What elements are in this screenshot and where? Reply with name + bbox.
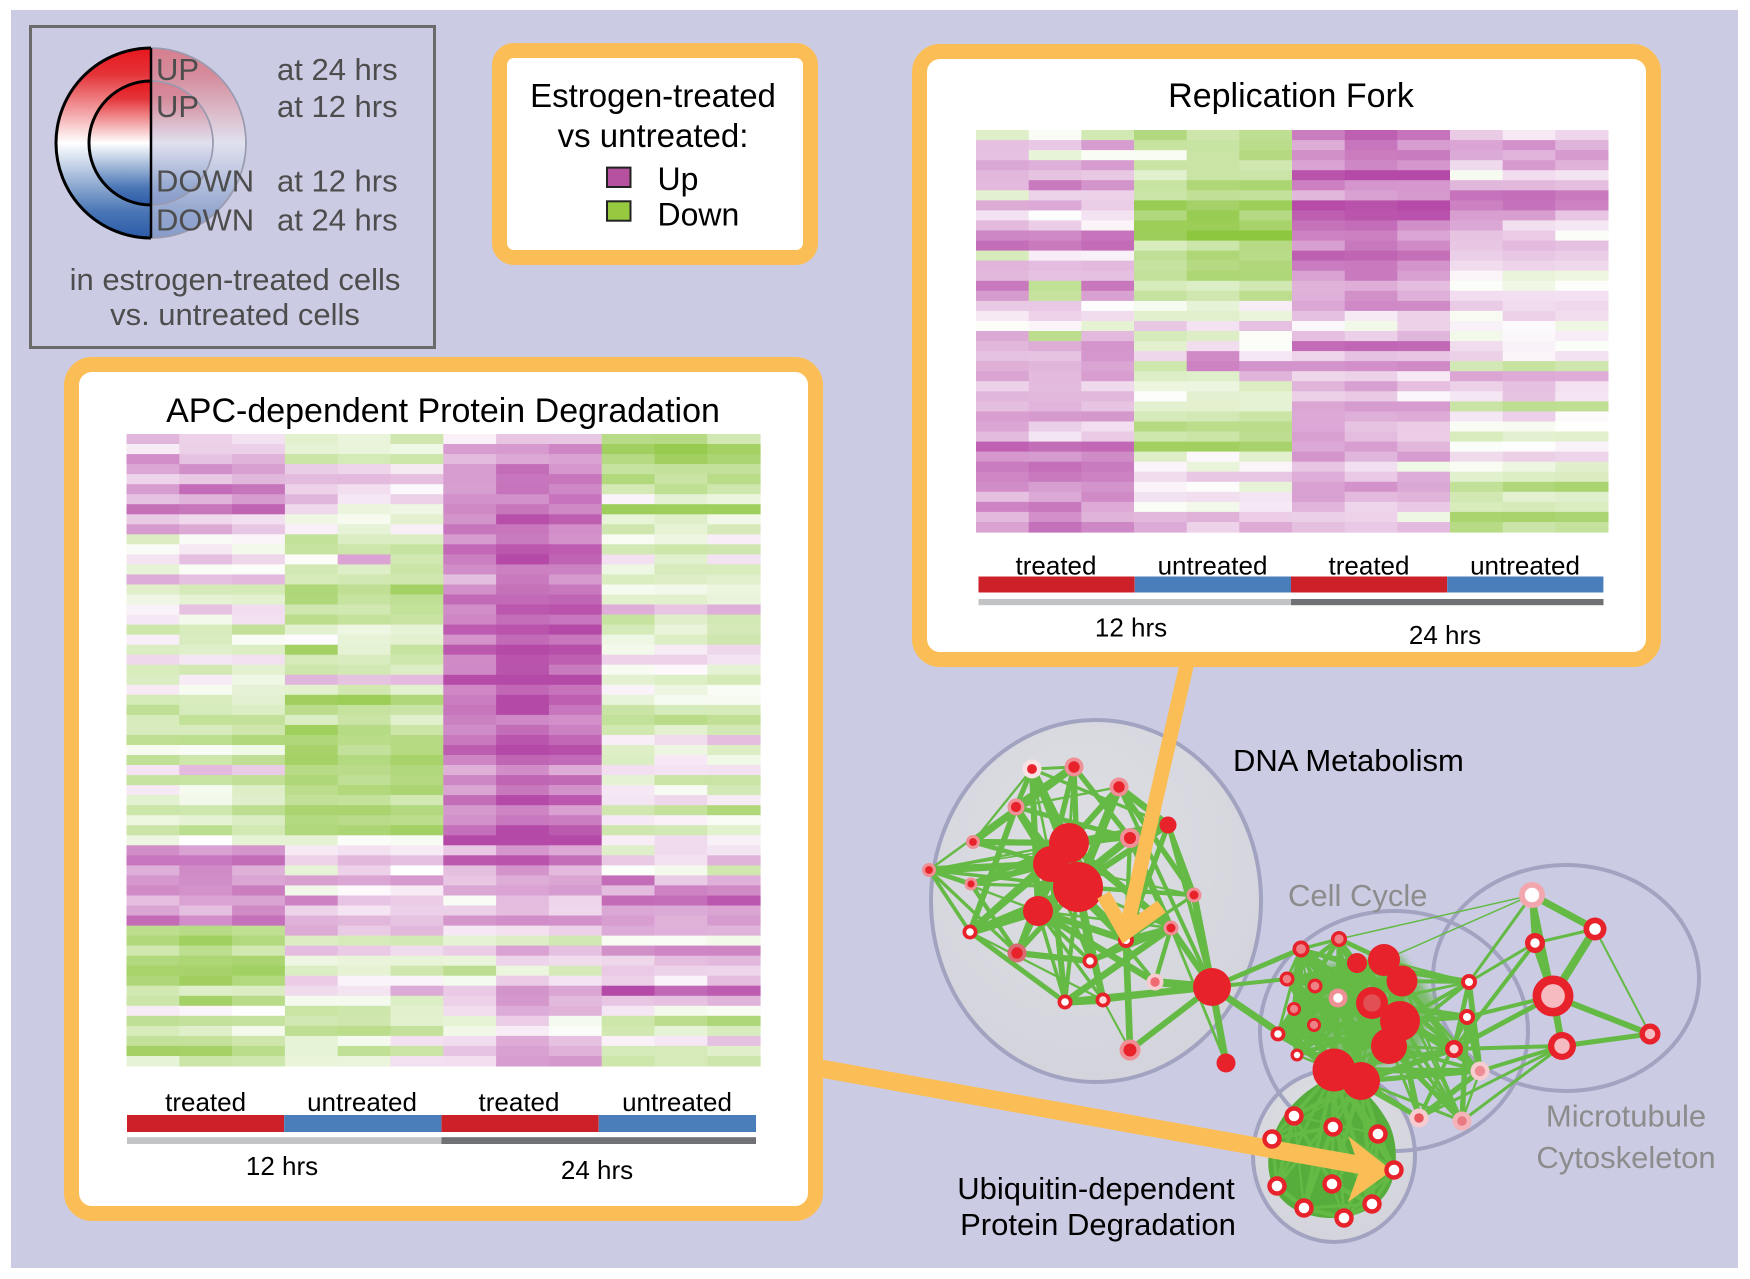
svg-text:treated: treated [1016, 551, 1097, 581]
svg-text:Estrogen-treated: Estrogen-treated [530, 77, 776, 114]
svg-text:vs untreated:: vs untreated: [558, 117, 749, 154]
svg-text:treated: treated [479, 1087, 560, 1117]
svg-text:APC-dependent Protein Degradat: APC-dependent Protein Degradation [166, 392, 720, 430]
svg-text:DNA Metabolism: DNA Metabolism [1233, 743, 1464, 778]
svg-text:UP: UP [156, 52, 199, 87]
svg-text:untreated: untreated [307, 1087, 417, 1117]
svg-text:untreated: untreated [1158, 551, 1268, 581]
svg-text:Cell Cycle: Cell Cycle [1288, 878, 1428, 913]
svg-text:Cytoskeleton: Cytoskeleton [1536, 1140, 1715, 1175]
svg-text:Protein Degradation: Protein Degradation [960, 1207, 1236, 1242]
svg-text:DOWN: DOWN [156, 202, 254, 237]
svg-text:at 24 hrs: at 24 hrs [277, 202, 398, 237]
svg-text:Down: Down [658, 197, 740, 233]
svg-text:24 hrs: 24 hrs [561, 1155, 633, 1185]
svg-text:UP: UP [156, 89, 199, 124]
svg-text:DOWN: DOWN [156, 164, 254, 199]
svg-text:untreated: untreated [622, 1087, 732, 1117]
svg-text:Ubiquitin-dependent: Ubiquitin-dependent [957, 1171, 1235, 1206]
svg-text:vs. untreated cells: vs. untreated cells [110, 297, 360, 332]
svg-text:in estrogen-treated cells: in estrogen-treated cells [70, 262, 401, 297]
svg-text:Replication Fork: Replication Fork [1168, 77, 1415, 115]
svg-text:treated: treated [165, 1087, 246, 1117]
svg-text:Up: Up [658, 161, 699, 197]
svg-text:untreated: untreated [1470, 551, 1580, 581]
svg-text:24 hrs: 24 hrs [1409, 620, 1481, 650]
svg-text:at 12 hrs: at 12 hrs [277, 164, 398, 199]
svg-text:treated: treated [1329, 551, 1410, 581]
svg-text:at 24 hrs: at 24 hrs [277, 52, 398, 87]
svg-text:at 12 hrs: at 12 hrs [277, 89, 398, 124]
svg-text:12 hrs: 12 hrs [246, 1151, 318, 1181]
svg-text:12 hrs: 12 hrs [1095, 612, 1167, 642]
svg-text:Microtubule: Microtubule [1546, 1099, 1706, 1134]
